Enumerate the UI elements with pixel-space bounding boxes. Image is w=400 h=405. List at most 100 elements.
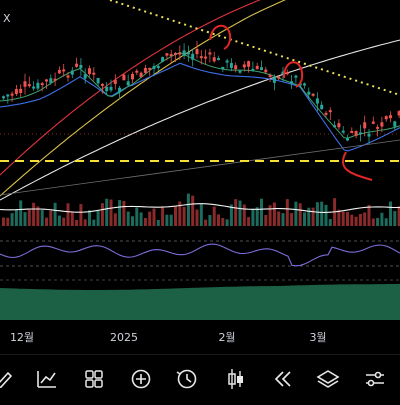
volume-bar bbox=[328, 219, 332, 226]
candle-body bbox=[277, 76, 281, 79]
volume-bar bbox=[19, 200, 23, 226]
indicators-chart-icon[interactable] bbox=[37, 371, 56, 388]
volume-bar bbox=[161, 206, 165, 226]
candle-body bbox=[315, 98, 319, 104]
volume-bar bbox=[109, 199, 113, 226]
candle-body bbox=[376, 126, 380, 129]
candle-body bbox=[363, 122, 367, 129]
time-axis: 12월 2025 2월 3월 bbox=[10, 331, 327, 344]
candle-body bbox=[174, 52, 177, 55]
volume-bar bbox=[139, 212, 143, 226]
candle-body bbox=[27, 84, 31, 87]
candle-body bbox=[45, 79, 48, 82]
volume-bar bbox=[247, 217, 251, 226]
candle-body bbox=[234, 65, 238, 70]
candle-body bbox=[169, 54, 173, 57]
volume-bar bbox=[36, 206, 40, 226]
candle-body bbox=[272, 77, 276, 83]
candle-body bbox=[36, 82, 40, 89]
volume-bar bbox=[397, 206, 400, 226]
volume-bar bbox=[251, 208, 255, 226]
volume-bar bbox=[294, 201, 298, 226]
price-chart-canvas[interactable]: 12월 2025 2월 3월 X bbox=[0, 0, 400, 354]
candlestick-chart-type-icon[interactable] bbox=[228, 369, 243, 389]
candle-body bbox=[337, 123, 341, 128]
volume-bar bbox=[264, 214, 268, 226]
volume-bar bbox=[113, 213, 117, 226]
candle-body bbox=[66, 75, 70, 78]
volume-bar bbox=[49, 210, 53, 226]
volume-bar bbox=[148, 211, 152, 226]
volume-bar bbox=[221, 217, 225, 226]
candle-body bbox=[139, 72, 143, 78]
candle-body bbox=[19, 88, 23, 93]
volume-bar bbox=[389, 201, 392, 226]
volume-bar bbox=[96, 210, 100, 226]
volume-bar bbox=[45, 217, 48, 226]
volume-bar bbox=[311, 207, 315, 226]
volume-bar bbox=[315, 202, 319, 226]
volume-bar bbox=[242, 204, 246, 226]
rsi-pane bbox=[0, 240, 400, 267]
candle-body bbox=[238, 70, 242, 73]
candle-body bbox=[212, 57, 216, 62]
candle-body bbox=[320, 104, 324, 110]
volume-bar bbox=[32, 202, 36, 226]
candle-body bbox=[393, 121, 397, 127]
settings-sliders-icon[interactable] bbox=[366, 371, 384, 387]
moving-average-blue bbox=[0, 62, 400, 152]
candle-body bbox=[178, 52, 182, 55]
volume-bar bbox=[255, 207, 259, 226]
candle-body bbox=[208, 52, 212, 55]
candle-body bbox=[341, 130, 345, 133]
candle-body bbox=[40, 83, 44, 86]
pencil-draw-icon[interactable] bbox=[0, 371, 13, 389]
volume-bar bbox=[75, 219, 79, 226]
candle-body bbox=[225, 60, 229, 63]
x-axis-label-mar: 3월 bbox=[309, 331, 326, 344]
rewind-icon[interactable] bbox=[274, 371, 291, 387]
moving-average-red bbox=[0, 0, 262, 176]
layers-icon[interactable] bbox=[316, 370, 340, 388]
volume-bar bbox=[272, 202, 276, 226]
volume-bar bbox=[27, 209, 31, 226]
layout-grid-icon[interactable] bbox=[85, 370, 103, 388]
volume-bar bbox=[320, 201, 324, 226]
volume-bar bbox=[40, 209, 44, 226]
candle-body bbox=[268, 74, 272, 77]
candle-body bbox=[75, 63, 79, 67]
candle-body bbox=[10, 93, 14, 96]
candle-body bbox=[251, 68, 255, 71]
volume-bar bbox=[83, 219, 87, 226]
volume-bar bbox=[307, 207, 311, 226]
volume-bar bbox=[303, 212, 306, 226]
volume-bar bbox=[204, 219, 208, 226]
candle-body bbox=[221, 66, 225, 69]
add-plus-icon[interactable] bbox=[131, 369, 151, 389]
volume-bar bbox=[298, 203, 302, 226]
annotation-peak-1 bbox=[209, 24, 232, 50]
candle-body bbox=[118, 87, 122, 93]
volume-bar bbox=[191, 195, 195, 226]
candle-body bbox=[307, 91, 311, 95]
candle-body bbox=[328, 110, 332, 113]
volume-bar bbox=[2, 217, 5, 226]
candle-body bbox=[346, 138, 349, 141]
clock-replay-icon[interactable] bbox=[176, 369, 197, 389]
candle-body bbox=[156, 66, 160, 69]
candle-body bbox=[217, 58, 220, 61]
volume-bar bbox=[169, 214, 173, 226]
annotation-peak-2 bbox=[283, 61, 304, 88]
volume-bar bbox=[143, 217, 147, 226]
volume-bar bbox=[350, 214, 354, 226]
volume-bar bbox=[186, 193, 190, 226]
candle-body bbox=[281, 71, 285, 75]
candle-body bbox=[70, 70, 74, 75]
volume-bar bbox=[57, 215, 61, 226]
volume-bar bbox=[174, 206, 177, 226]
volume-bar bbox=[79, 204, 83, 226]
candle-body bbox=[229, 63, 233, 68]
candle-body bbox=[350, 130, 354, 133]
volume-bar bbox=[23, 212, 27, 226]
